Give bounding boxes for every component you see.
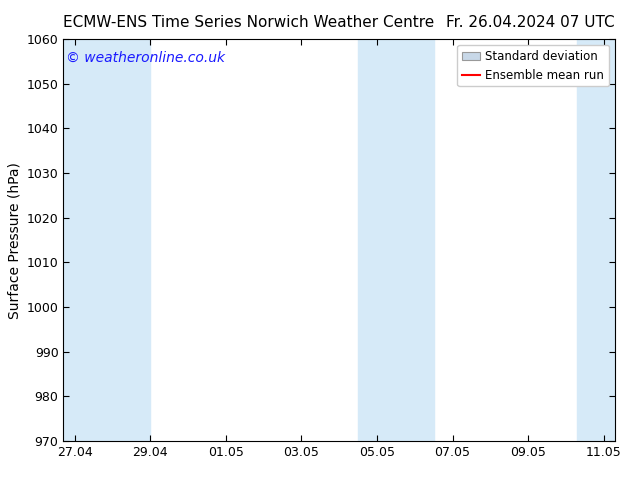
Bar [577,39,615,441]
Text: Fr. 26.04.2024 07 UTC: Fr. 26.04.2024 07 UTC [446,15,615,30]
Bar [358,39,434,441]
Legend: Standard deviation, Ensemble mean run: Standard deviation, Ensemble mean run [457,45,609,86]
Text: © weatheronline.co.uk: © weatheronline.co.uk [66,51,225,65]
Bar [63,39,150,441]
Y-axis label: Surface Pressure (hPa): Surface Pressure (hPa) [7,162,21,318]
Text: ECMW-ENS Time Series Norwich Weather Centre: ECMW-ENS Time Series Norwich Weather Cen… [63,15,435,30]
